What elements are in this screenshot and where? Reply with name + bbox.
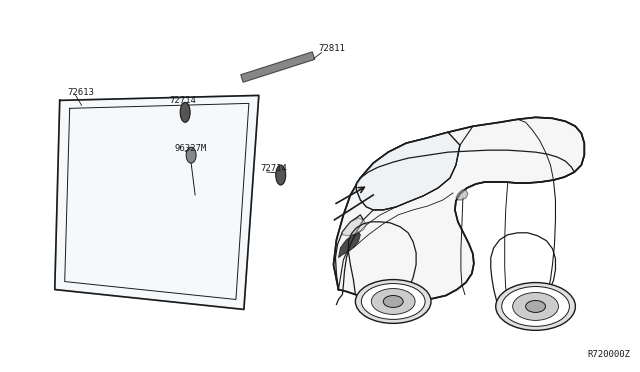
Text: 72714: 72714 (169, 96, 196, 105)
Ellipse shape (525, 301, 545, 312)
Polygon shape (241, 52, 315, 82)
Ellipse shape (371, 289, 415, 314)
Ellipse shape (362, 283, 425, 320)
Text: 72613: 72613 (68, 88, 95, 97)
Ellipse shape (496, 283, 575, 330)
Polygon shape (339, 232, 360, 258)
Polygon shape (456, 190, 468, 200)
Ellipse shape (502, 286, 570, 326)
Ellipse shape (186, 147, 196, 163)
Ellipse shape (513, 292, 559, 320)
Ellipse shape (355, 280, 431, 323)
Ellipse shape (383, 295, 403, 307)
Polygon shape (333, 117, 584, 301)
Text: R720000Z: R720000Z (588, 350, 630, 359)
Ellipse shape (180, 102, 190, 122)
Text: 72811: 72811 (319, 44, 346, 53)
Text: 72714: 72714 (261, 164, 288, 173)
Text: 96327M: 96327M (174, 144, 207, 153)
Polygon shape (55, 95, 259, 310)
Polygon shape (342, 218, 366, 236)
Ellipse shape (276, 165, 285, 185)
Polygon shape (356, 132, 460, 210)
